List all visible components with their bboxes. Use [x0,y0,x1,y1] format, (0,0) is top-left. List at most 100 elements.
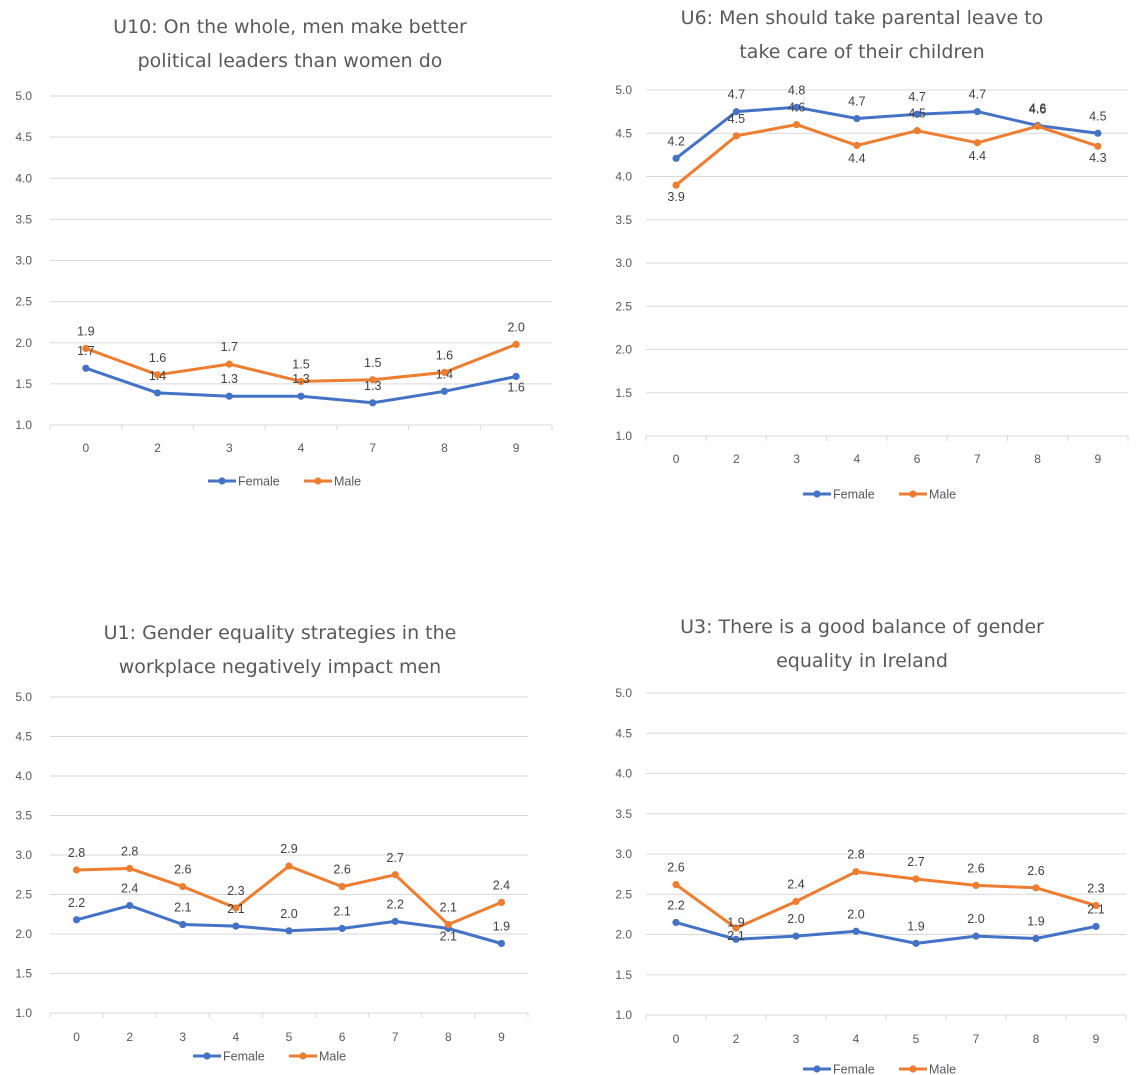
male-data-label: 1.9 [77,325,94,339]
female-data-label: 4.2 [667,134,684,148]
x-tick-label: 4 [233,1030,240,1044]
female-data-label: 1.7 [77,344,94,358]
male-data-label: 3.9 [667,190,684,204]
y-tick-label: 1.0 [15,418,32,432]
female-data-label: 1.3 [364,379,381,393]
x-tick-label: 9 [1095,452,1102,466]
y-tick-label: 2.5 [615,299,632,313]
female-data-point [912,939,920,947]
male-data-label: 4.4 [848,151,865,165]
female-data-point [153,389,162,397]
y-tick-label: 3.5 [615,807,632,821]
male-data-point [285,862,293,870]
x-tick-label: 2 [733,1032,740,1046]
male-data-point [852,868,860,876]
female-data-label: 4.7 [969,88,986,102]
x-tick-label: 3 [226,441,233,455]
female-data-label: 2.0 [967,912,984,926]
male-data-label: 2.7 [387,851,404,865]
y-tick-label: 5.0 [615,686,632,700]
y-tick-label: 2.0 [615,928,632,942]
male-data-label: 2.7 [907,855,924,869]
male-data-label: 2.1 [440,901,457,915]
female-data-label: 1.9 [727,915,744,929]
male-data-point [82,344,90,353]
y-tick-label: 3.0 [615,256,632,270]
male-legend-label: Male [929,1063,956,1075]
male-data-label: 2.6 [174,863,191,877]
male-data-point [512,340,520,348]
y-tick-label: 3.5 [15,809,32,823]
female-data-label: 2.1 [1087,902,1104,916]
x-tick-label: 5 [286,1030,293,1044]
y-tick-label: 2.0 [15,927,32,941]
chart-u3-svg: U3: There is a good balance of gender equ… [615,616,1127,1075]
y-tick-label: 4.0 [15,769,32,783]
male-data-point [732,132,740,140]
x-tick-label: 2 [733,452,740,466]
x-tick-label: 3 [179,1030,186,1044]
chart-title-line: U6: Men should take parental leave to [681,7,1044,29]
female-legend-label: Female [238,475,280,489]
female-legend-marker [218,477,226,485]
female-data-point [913,110,921,118]
female-data-label: 1.4 [149,369,166,383]
x-tick-label: 0 [73,1030,80,1044]
male-legend-label: Male [929,488,956,502]
female-data-label: 2.0 [847,907,864,921]
y-tick-label: 2.5 [15,888,32,902]
male-data-point [444,920,452,929]
male-legend-marker [314,477,322,485]
chart-title-line: take care of their children [739,41,984,63]
male-data-point [972,881,980,889]
y-tick-label: 4.5 [15,130,32,144]
male-data-point [912,875,920,883]
chart-title-line: U1: Gender equality strategies in the [104,622,457,644]
x-tick-label: 3 [793,452,800,466]
female-data-point [672,918,680,927]
male-data-label: 2.9 [280,842,297,856]
x-tick-label: 0 [83,441,90,455]
female-data-label: 2.0 [787,912,804,926]
x-tick-label: 7 [392,1030,399,1044]
x-tick-label: 5 [913,1032,920,1046]
female-data-point [72,916,81,924]
male-data-label: 2.3 [227,884,244,898]
male-data-label: 2.6 [1027,864,1044,878]
female-data-label: 4.5 [1089,109,1106,123]
female-data-point [285,927,293,935]
chart-panel-u1: U1: Gender equality strategies in the wor… [0,610,560,1075]
female-data-label: 1.9 [1027,915,1044,929]
male-data-point [338,883,346,891]
female-data-point [369,399,377,407]
female-data-label: 2.2 [387,897,404,911]
female-data-label: 2.2 [68,896,85,910]
female-data-point [440,387,449,395]
female-data-label: 1.3 [292,372,309,386]
female-data-point [225,392,233,400]
y-tick-label: 2.5 [15,295,32,309]
x-tick-label: 9 [1093,1032,1100,1046]
x-tick-label: 8 [441,441,448,455]
female-data-point [852,927,860,935]
female-data-point [732,108,740,116]
female-legend-marker [203,1052,211,1060]
y-tick-label: 3.5 [15,212,32,226]
male-legend-marker [909,1065,917,1073]
male-data-point [72,866,81,874]
female-data-point [1092,922,1100,931]
male-data-point [225,360,233,368]
x-tick-label: 8 [1034,452,1041,466]
y-tick-label: 3.0 [615,847,632,861]
male-data-point [672,181,680,189]
chart-title-line: U10: On the whole, men make better [113,16,467,38]
female-data-label: 4.7 [908,90,925,104]
y-tick-label: 3.0 [15,848,32,862]
chart-title-line: political leaders than women do [138,50,443,72]
y-tick-label: 1.0 [15,1006,32,1020]
male-data-label: 2.1 [727,929,744,943]
y-tick-label: 4.0 [15,171,32,185]
female-data-point [853,114,861,123]
female-data-point [497,939,506,948]
chart-legend: Female Male [803,1063,956,1075]
